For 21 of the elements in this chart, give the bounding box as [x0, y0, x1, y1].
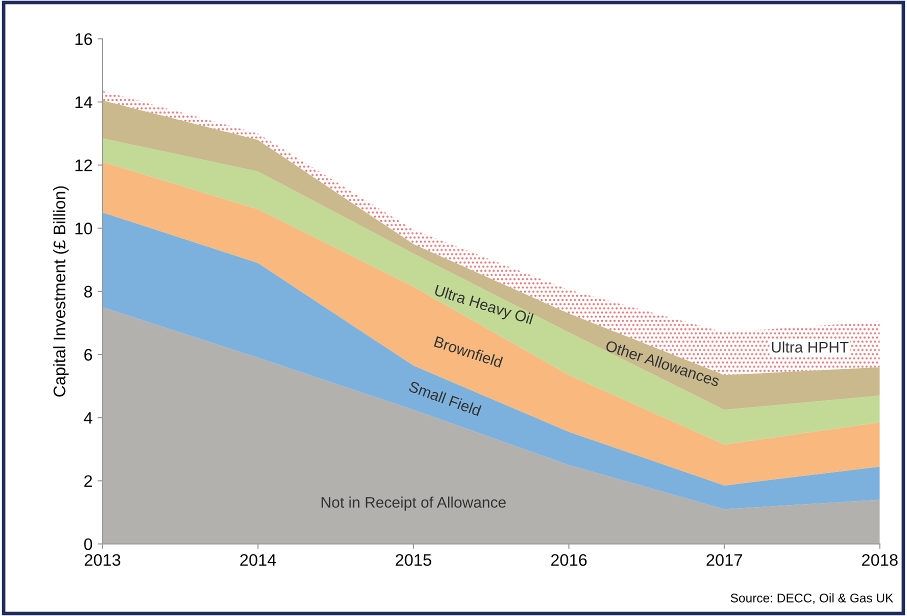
x-tick-label: 2015 — [396, 554, 432, 566]
x-tick-label: 2017 — [706, 554, 742, 566]
series-label: Not in Receipt of Allowance — [322, 496, 506, 511]
y-tick-label: 14 — [76, 96, 92, 108]
series-label: Ultra HPHT — [772, 341, 849, 353]
y-tick-label: 0 — [84, 538, 92, 550]
y-tick-label: 10 — [76, 222, 92, 234]
x-tick-label: 2013 — [84, 554, 120, 566]
series-label: Ultra Heavy Oil — [433, 284, 534, 328]
y-tick-label: 6 — [84, 348, 92, 361]
y-tick-label: 2 — [84, 475, 92, 487]
x-tick-label: 2018 — [862, 554, 898, 566]
y-axis-title: Capital Investment (£ Billion) — [53, 186, 69, 397]
x-tick-label: 2016 — [551, 554, 587, 566]
source-note: Source: DECC, Oil & Gas UK — [730, 593, 894, 604]
y-tick-label: 12 — [76, 159, 92, 172]
x-tick-label: 2014 — [240, 554, 276, 566]
series-label: Small Field — [408, 380, 482, 416]
y-tick-label: 4 — [84, 412, 92, 424]
y-tick-label: 16 — [76, 33, 92, 46]
y-tick-label: 8 — [84, 286, 92, 298]
